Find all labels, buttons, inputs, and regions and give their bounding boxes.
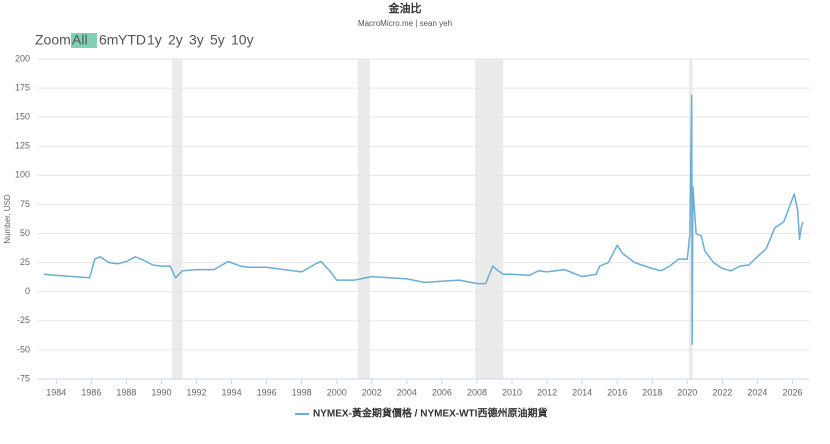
x-tick-label: 2026 bbox=[782, 387, 802, 397]
x-tick-label: 2012 bbox=[537, 387, 557, 397]
x-tick-label: 2020 bbox=[677, 387, 697, 397]
x-tick-label: 1992 bbox=[186, 387, 206, 397]
y-tick-label: 75 bbox=[20, 199, 30, 209]
zoom-button[interactable]: 5y bbox=[210, 32, 225, 48]
zoom-button[interactable]: 6m bbox=[99, 32, 118, 48]
x-tick-label: 1990 bbox=[151, 387, 171, 397]
y-tick-label: -50 bbox=[17, 344, 30, 354]
y-tick-label: 50 bbox=[20, 228, 30, 238]
x-tick-label: 2010 bbox=[502, 387, 522, 397]
chart-title: 金油比 bbox=[388, 1, 422, 15]
x-tick-label: 2014 bbox=[572, 387, 592, 397]
x-tick-label: 1984 bbox=[46, 387, 66, 397]
x-tick-label: 1986 bbox=[81, 387, 101, 397]
y-tick-label: -75 bbox=[17, 373, 30, 383]
zoom-button[interactable]: 10y bbox=[231, 32, 254, 48]
y-tick-label: 125 bbox=[15, 141, 30, 151]
y-tick-label: -25 bbox=[17, 315, 30, 325]
x-tick-label: 1996 bbox=[257, 387, 277, 397]
recession-band bbox=[171, 59, 183, 379]
y-tick-label: 0 bbox=[25, 286, 30, 296]
chart-subtitle: MacroMicro.me | sean yeh bbox=[358, 19, 452, 28]
y-tick-label: 25 bbox=[20, 257, 30, 267]
y-tick-label: 175 bbox=[15, 82, 30, 92]
x-tick-label: 1998 bbox=[292, 387, 312, 397]
zoom-button[interactable]: 1y bbox=[147, 32, 162, 48]
x-tick-label: 2000 bbox=[327, 387, 347, 397]
recession-band bbox=[357, 59, 371, 379]
zoom-button[interactable]: 2y bbox=[168, 32, 183, 48]
x-tick-label: 2002 bbox=[362, 387, 382, 397]
zoom-button[interactable]: 3y bbox=[189, 32, 204, 48]
series-line bbox=[43, 94, 804, 345]
x-tick-label: 2016 bbox=[607, 387, 627, 397]
zoom-button[interactable]: YTD bbox=[118, 32, 146, 48]
x-tick-label: 2024 bbox=[747, 387, 767, 397]
x-tick-label: 2008 bbox=[467, 387, 487, 397]
y-tick-label: 100 bbox=[15, 170, 30, 180]
x-tick-label: 2022 bbox=[712, 387, 732, 397]
x-tick-label: 1994 bbox=[222, 387, 242, 397]
zoom-button[interactable]: All bbox=[72, 32, 88, 48]
y-tick-label: 200 bbox=[15, 53, 30, 63]
x-tick-label: 2018 bbox=[642, 387, 662, 397]
zoom-button-active bbox=[71, 33, 97, 48]
recession-band bbox=[475, 59, 504, 379]
y-tick-label: 150 bbox=[15, 112, 30, 122]
y-axis-label: Number, USD bbox=[3, 194, 12, 244]
x-tick-label: 2006 bbox=[432, 387, 452, 397]
x-tick-label: 1988 bbox=[116, 387, 136, 397]
zoom-label: Zoom bbox=[35, 32, 71, 48]
legend-label[interactable]: NYMEX-黃金期貨價格 / NYMEX-WTI西德州原油期貨 bbox=[313, 407, 547, 420]
x-tick-label: 2004 bbox=[397, 387, 417, 397]
